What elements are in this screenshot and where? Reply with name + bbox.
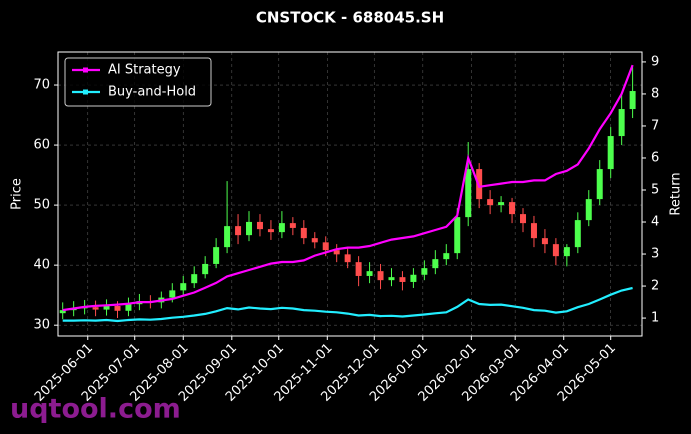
plot-frame xyxy=(57,51,643,337)
chart-title: CNSTOCK - 688045.SH xyxy=(256,9,444,27)
candle-body xyxy=(191,274,198,284)
candle-body xyxy=(552,244,559,257)
legend-marker xyxy=(83,89,88,95)
y-tick-label: 30 xyxy=(33,318,50,333)
candle-body xyxy=(355,262,362,276)
candle-body xyxy=(410,274,417,282)
watermark: uqtool.com xyxy=(10,394,181,425)
candle-body xyxy=(344,254,351,263)
candle-body xyxy=(278,223,285,233)
candle-body xyxy=(585,199,592,221)
y2-tick-label: 7 xyxy=(651,118,659,133)
candle-body xyxy=(443,253,450,260)
candle-body xyxy=(180,283,187,291)
candle-body xyxy=(235,226,242,236)
y2-tick-label: 3 xyxy=(651,247,659,262)
candle-body xyxy=(574,220,581,248)
candle-body xyxy=(289,223,296,228)
series-line xyxy=(62,286,633,323)
y2-tick-label: 8 xyxy=(651,86,659,101)
candle-body xyxy=(125,304,132,311)
y-tick-label: 70 xyxy=(33,78,50,93)
candle-body xyxy=(520,214,527,224)
series-line xyxy=(62,64,634,312)
y2-tick-label: 2 xyxy=(651,279,659,294)
candle-body xyxy=(487,199,494,206)
legend-label: AI Strategy xyxy=(108,63,181,78)
candle-body xyxy=(618,109,625,137)
candle-body xyxy=(399,277,406,282)
candle-body xyxy=(114,305,121,311)
candle-body xyxy=(322,242,329,251)
candle-body xyxy=(267,229,274,233)
candle-body xyxy=(92,307,99,310)
candle-body xyxy=(333,250,340,255)
y2-tick-label: 4 xyxy=(651,215,659,230)
legend-label: Buy-and-Hold xyxy=(108,85,196,100)
candle-body xyxy=(541,238,548,245)
candle-body xyxy=(498,202,505,206)
candle-body xyxy=(377,271,384,281)
y2-tick-label: 9 xyxy=(651,54,659,69)
candle-body xyxy=(311,238,318,243)
candle-body xyxy=(530,223,537,239)
legend: AI Strategy Buy-and-Hold xyxy=(64,57,212,107)
candle-body xyxy=(629,91,636,110)
candle-body xyxy=(607,136,614,170)
y2-tick-label: 5 xyxy=(651,182,659,197)
candle-body xyxy=(421,268,428,275)
candle-body xyxy=(454,217,461,254)
y2-tick-label: 1 xyxy=(651,311,659,326)
candle-body xyxy=(366,271,373,276)
y-axis-label: Price xyxy=(10,178,25,210)
candle-body xyxy=(432,259,439,269)
candle-body xyxy=(202,263,209,275)
candle-body xyxy=(388,277,395,281)
candle-body xyxy=(103,305,110,310)
legend-marker xyxy=(83,67,88,73)
y-tick-label: 40 xyxy=(33,258,50,273)
candle-body xyxy=(596,169,603,200)
candle-body xyxy=(563,247,570,257)
y2-tick-label: 6 xyxy=(651,150,659,165)
y2-axis-label: Return xyxy=(669,172,684,215)
candle-body xyxy=(224,226,231,248)
candle-body xyxy=(509,202,516,215)
y-tick-label: 50 xyxy=(33,198,50,213)
candle-body xyxy=(213,247,220,264)
candle-body xyxy=(59,310,66,314)
candle-body xyxy=(465,169,472,218)
candle-body xyxy=(169,290,176,298)
candle-body xyxy=(300,227,307,239)
candle-body xyxy=(256,221,263,230)
y-tick-label: 60 xyxy=(33,138,50,153)
candle-body xyxy=(246,221,253,236)
legend-box xyxy=(64,57,212,107)
